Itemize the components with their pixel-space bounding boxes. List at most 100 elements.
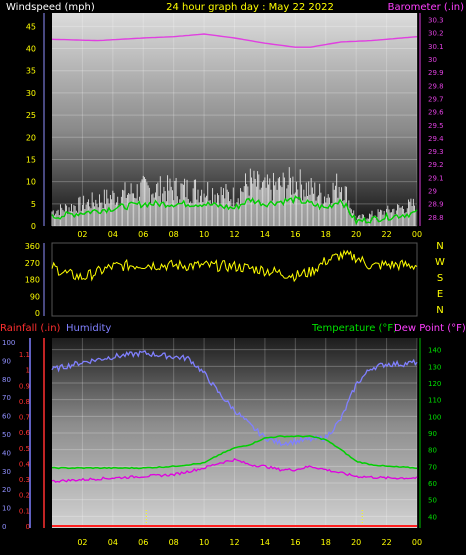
temp-x-tick: 12: [229, 538, 239, 547]
direction-y-tick: 180: [25, 276, 40, 285]
wind-y-tick: 45: [26, 22, 36, 31]
barometer-y-tick: 30.1: [428, 43, 444, 51]
wind-y-tick: 10: [26, 178, 36, 187]
wind-y-tick: 15: [26, 155, 36, 164]
temp-x-tick: 20: [351, 538, 361, 547]
direction-line: [51, 249, 418, 283]
temp-y-tick: 120: [428, 380, 441, 388]
temp-x-tick: 08: [169, 538, 179, 547]
rainfall-y-tick: 0.6: [19, 429, 31, 437]
wind-y-tick: 5: [31, 200, 36, 209]
temp-x-tick: 18: [321, 538, 331, 547]
direction-panel: [51, 242, 418, 317]
humidity-y-tick: 90: [2, 357, 11, 365]
temp-y-tick: 90: [428, 430, 437, 438]
temp-x-tick: 02: [77, 538, 87, 547]
rainfall-y-tick: 1: [26, 367, 30, 375]
temp-y-tick: 130: [428, 363, 441, 371]
rainfall-y-tick: 1.1: [19, 351, 30, 359]
barometer-y-tick: 29.2: [428, 161, 444, 169]
windspeed-label: Windspeed (mph): [6, 2, 95, 13]
wind-y-tick: 25: [26, 111, 36, 120]
wind-x-tick: 02: [77, 230, 87, 239]
temp-x-tick: 22: [381, 538, 391, 547]
temp-y-tick: 80: [428, 447, 437, 455]
wind-y-tick: 0: [31, 222, 36, 231]
humidity-y-tick: 10: [2, 505, 11, 513]
rainfall-y-tick: 0.1: [19, 507, 30, 515]
humidity-y-tick: 0: [2, 523, 6, 531]
rainfall-label: Rainfall (.in): [0, 323, 61, 334]
rainfall-y-tick: 0.9: [19, 382, 30, 390]
barometer-y-tick: 29: [428, 188, 437, 196]
temp-x-tick: 14: [260, 538, 270, 547]
temp-y-tick: 50: [428, 497, 437, 505]
humidity-y-tick: 50: [2, 431, 11, 439]
graph-title: 24 hour graph day : May 22 2022: [166, 2, 334, 13]
humidity-label: Humidity: [66, 323, 111, 334]
direction-y-tick: 90: [30, 292, 40, 301]
temp-x-tick: 10: [199, 538, 209, 547]
temp-y-tick: 70: [428, 463, 437, 471]
wind-y-tick: 30: [26, 89, 36, 98]
direction-y-tick: 270: [25, 259, 40, 268]
rainfall-y-tick: 0.7: [19, 414, 30, 422]
barometer-y-tick: 30.2: [428, 30, 444, 38]
rainfall-y-tick: 0.2: [19, 492, 30, 500]
wind-x-tick: 12: [229, 230, 239, 239]
temp-panel: [52, 338, 417, 528]
dewpoint-line: [51, 457, 418, 483]
barometer-y-tick: 30: [428, 56, 437, 64]
rainfall-y-tick: 0.5: [19, 445, 30, 453]
humidity-y-tick: 80: [2, 376, 11, 384]
temp-y-tick: 60: [428, 480, 437, 488]
wind-x-tick: 18: [321, 230, 331, 239]
temp-x-tick: 16: [290, 538, 300, 547]
humidity-y-tick: 30: [2, 468, 11, 476]
wind-y-tick: 35: [26, 67, 36, 76]
wind-x-tick: 22: [381, 230, 391, 239]
wind-x-tick: 04: [108, 230, 118, 239]
windspeed-line: [51, 195, 418, 226]
rainfall-y-tick: 0.4: [19, 460, 31, 468]
temperature-label: Temperature (°F): [311, 323, 397, 334]
barometer-y-tick: 29.4: [428, 135, 444, 143]
compass-label: S: [437, 273, 443, 284]
wind-x-tick: 00: [412, 230, 422, 239]
humidity-y-tick: 60: [2, 413, 11, 421]
wind-x-tick: 06: [138, 230, 148, 239]
temp-x-tick: 00: [412, 538, 422, 547]
barometer-line: [51, 33, 418, 48]
wind-x-tick: 14: [260, 230, 270, 239]
barometer-y-tick: 28.8: [428, 214, 444, 222]
temp-y-tick: 40: [428, 513, 437, 521]
wind-x-tick: 10: [199, 230, 209, 239]
barometer-y-tick: 29.1: [428, 174, 444, 182]
barometer-y-tick: 29.3: [428, 148, 444, 156]
temp-y-tick: 110: [428, 397, 441, 405]
compass-label: N: [436, 241, 443, 252]
barometer-y-tick: 29.7: [428, 95, 444, 103]
barometer-y-tick: 29.6: [428, 109, 444, 117]
rainfall-y-tick: 0.8: [19, 398, 30, 406]
rainfall-y-tick: 0.3: [19, 476, 30, 484]
wind-y-tick: 40: [26, 45, 36, 54]
temp-y-tick: 100: [428, 413, 441, 421]
compass-label: N: [436, 305, 443, 316]
barometer-y-tick: 29.9: [428, 69, 444, 77]
wind-x-tick: 08: [169, 230, 179, 239]
dewpoint-label: Dew Point (°F): [394, 323, 466, 334]
direction-y-tick: 0: [35, 309, 40, 318]
humidity-y-tick: 100: [2, 339, 15, 347]
temp-y-tick: 140: [428, 347, 441, 355]
wind-y-tick: 20: [26, 133, 36, 142]
humidity-y-tick: 70: [2, 394, 11, 402]
compass-label: E: [437, 289, 443, 300]
temp-x-tick: 04: [108, 538, 118, 547]
wind-x-tick: 16: [290, 230, 300, 239]
barometer-y-tick: 30.3: [428, 17, 444, 25]
direction-y-tick: 360: [25, 242, 40, 251]
barometer-y-tick: 29.5: [428, 122, 444, 130]
wind-x-tick: 20: [351, 230, 361, 239]
